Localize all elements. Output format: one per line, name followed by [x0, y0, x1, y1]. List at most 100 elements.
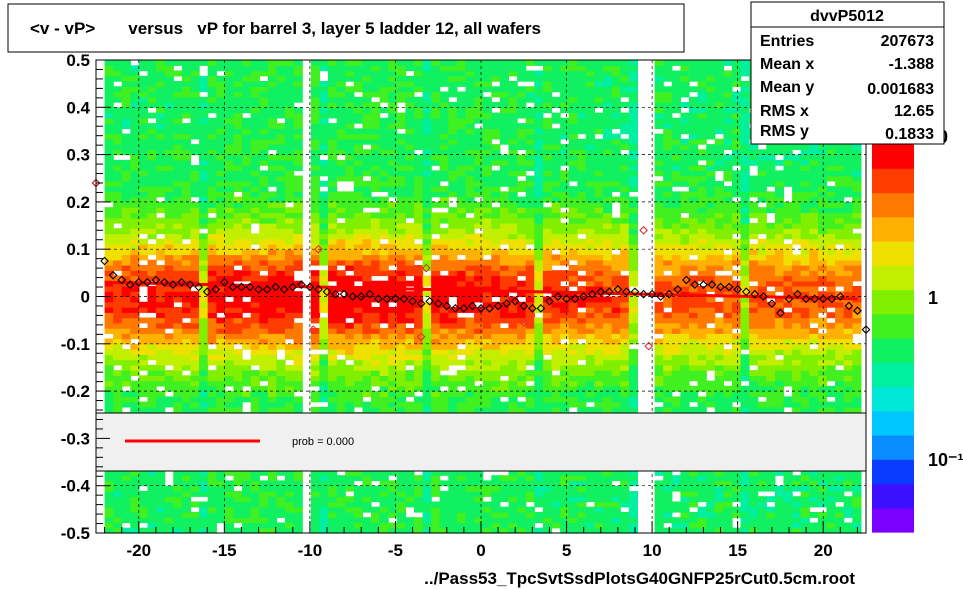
heatmap-cell [499, 280, 510, 287]
heatmap-cell [620, 265, 630, 271]
heatmap-cell [491, 238, 501, 245]
heatmap-cell [224, 75, 235, 82]
heatmap-cell [259, 86, 269, 93]
heatmap-cell [173, 201, 183, 208]
heatmap-cell [147, 265, 157, 271]
heatmap-cell [164, 159, 174, 166]
heatmap-cell [267, 96, 278, 103]
heatmap-cell [491, 191, 501, 198]
heatmap-cell [121, 480, 131, 487]
heatmap-cell [431, 475, 441, 482]
heatmap-cell [379, 270, 389, 277]
heatmap-cell [371, 159, 381, 166]
heatmap-cell [379, 259, 389, 266]
heatmap-cell [104, 380, 114, 387]
heatmap-cell [465, 506, 475, 513]
heatmap-cell [336, 191, 346, 198]
heatmap-cell [568, 359, 578, 366]
heatmap-cell [594, 259, 604, 266]
heatmap-cell [474, 243, 484, 250]
heatmap-cell [147, 485, 157, 492]
heatmap-cell [147, 154, 157, 161]
heatmap-cell [405, 128, 415, 135]
heatmap-cell [405, 249, 415, 256]
heatmap-cell [310, 391, 320, 397]
heatmap-cell [276, 291, 286, 298]
heatmap-cell [439, 396, 449, 403]
heatmap-cell [456, 233, 467, 240]
heatmap-cell [508, 243, 518, 250]
heatmap-cell [138, 491, 149, 497]
heatmap-cell [422, 144, 432, 150]
heatmap-cell [439, 322, 449, 329]
heatmap-cell [379, 375, 389, 382]
heatmap-cell [448, 149, 458, 156]
heatmap-cell [499, 133, 510, 140]
heatmap-cell [345, 60, 355, 66]
heatmap-cell [104, 307, 114, 313]
heatmap-cell [474, 296, 484, 303]
heatmap-cell [465, 102, 475, 108]
heatmap-cell [353, 191, 363, 198]
heatmap-cell [224, 144, 235, 150]
heatmap-cell [439, 117, 449, 124]
heatmap-cell [147, 186, 157, 192]
heatmap-cell [422, 249, 432, 256]
heatmap-cell [439, 60, 449, 66]
heatmap-cell [405, 186, 415, 192]
heatmap-cell [276, 238, 286, 245]
heatmap-cell [551, 275, 561, 282]
heatmap-cell [396, 301, 406, 308]
heatmap-cell [259, 522, 269, 529]
heatmap-cell [560, 117, 570, 124]
heatmap-cell [448, 186, 458, 192]
heatmap-cell [173, 144, 183, 150]
heatmap-cell [517, 217, 527, 224]
heatmap-cell [482, 149, 492, 156]
heatmap-cell [534, 275, 544, 282]
heatmap-cell [345, 149, 355, 156]
heatmap-cell [439, 364, 449, 371]
heatmap-cell [130, 312, 140, 319]
heatmap-cell [414, 485, 424, 492]
heatmap-cell [577, 228, 587, 235]
heatmap-cell [542, 228, 553, 235]
heatmap-cell [362, 170, 372, 177]
heatmap-cell [396, 522, 406, 529]
heatmap-cell [293, 133, 303, 140]
heatmap-cell [534, 138, 544, 145]
heatmap-cell [164, 175, 174, 182]
heatmap-cell [422, 469, 432, 476]
heatmap-cell [396, 270, 406, 277]
heatmap-cell [603, 512, 613, 518]
heatmap-cell [345, 506, 355, 513]
heatmap-cell [130, 401, 140, 408]
heatmap-cell [594, 165, 604, 171]
heatmap-cell [508, 275, 518, 282]
heatmap-cell [233, 370, 243, 376]
heatmap-cell [259, 207, 269, 214]
heatmap-cell [534, 154, 544, 161]
heatmap-cell [207, 296, 217, 303]
heatmap-cell [156, 349, 166, 355]
heatmap-cell [216, 275, 226, 282]
heatmap-cell [147, 149, 157, 156]
heatmap-cell [250, 485, 260, 492]
heatmap-cell [594, 328, 604, 334]
heatmap-cell [414, 207, 424, 214]
heatmap-cell [611, 328, 621, 334]
heatmap-cell [362, 380, 372, 387]
heatmap-cell [104, 354, 114, 361]
heatmap-cell [233, 506, 243, 513]
heatmap-cell [499, 70, 510, 77]
heatmap-cell [353, 328, 363, 334]
heatmap-cell [379, 265, 389, 271]
heatmap-cell [542, 380, 553, 387]
heatmap-cell [620, 280, 630, 287]
heatmap-cell [328, 354, 338, 361]
heatmap-cell [465, 149, 475, 156]
heatmap-cell [474, 275, 484, 282]
heatmap-cell [207, 354, 217, 361]
heatmap-cell [216, 501, 226, 508]
heatmap-cell [585, 322, 595, 329]
